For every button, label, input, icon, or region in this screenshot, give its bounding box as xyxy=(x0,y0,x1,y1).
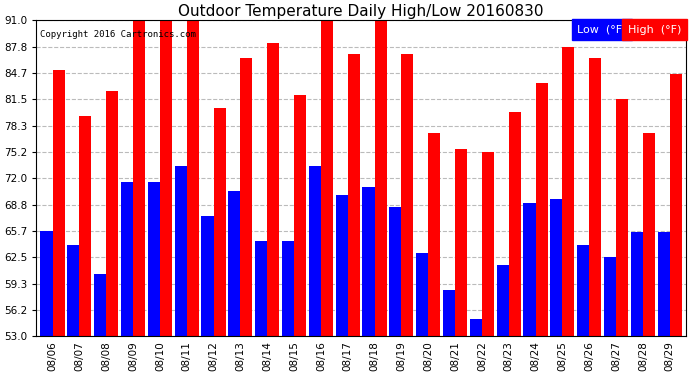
Bar xyxy=(428,132,440,336)
Bar xyxy=(509,112,521,336)
Bar xyxy=(455,149,467,336)
Bar xyxy=(631,232,643,336)
Bar xyxy=(321,20,333,336)
Bar xyxy=(148,182,160,336)
Bar xyxy=(79,116,92,336)
Bar xyxy=(348,54,359,336)
Bar xyxy=(604,257,616,336)
Text: Copyright 2016 Cartronics.com: Copyright 2016 Cartronics.com xyxy=(40,30,195,39)
Bar xyxy=(589,58,601,336)
Bar xyxy=(175,166,187,336)
Bar xyxy=(443,290,455,336)
Bar xyxy=(187,19,199,336)
Bar xyxy=(375,20,386,336)
Legend: Low  (°F), High  (°F): Low (°F), High (°F) xyxy=(575,22,684,37)
Bar xyxy=(335,195,348,336)
Bar xyxy=(497,266,509,336)
Bar xyxy=(201,216,213,336)
Bar xyxy=(267,43,279,336)
Bar xyxy=(616,99,628,336)
Bar xyxy=(213,108,226,336)
Bar xyxy=(551,199,562,336)
Bar xyxy=(416,253,428,336)
Bar xyxy=(389,207,402,336)
Bar xyxy=(255,240,267,336)
Bar xyxy=(577,245,589,336)
Bar xyxy=(562,47,575,336)
Bar xyxy=(535,82,548,336)
Bar xyxy=(121,182,133,336)
Bar xyxy=(294,95,306,336)
Bar xyxy=(309,166,321,336)
Bar xyxy=(106,91,118,336)
Bar xyxy=(240,58,253,336)
Bar xyxy=(41,231,52,336)
Bar xyxy=(402,54,413,336)
Bar xyxy=(524,203,535,336)
Bar xyxy=(470,320,482,336)
Bar xyxy=(133,20,145,336)
Bar xyxy=(228,190,240,336)
Bar xyxy=(282,240,294,336)
Bar xyxy=(52,70,65,336)
Title: Outdoor Temperature Daily High/Low 20160830: Outdoor Temperature Daily High/Low 20160… xyxy=(179,4,544,19)
Bar xyxy=(160,20,172,336)
Bar xyxy=(68,245,79,336)
Bar xyxy=(643,132,655,336)
Bar xyxy=(658,232,670,336)
Bar xyxy=(362,186,375,336)
Bar xyxy=(94,274,106,336)
Bar xyxy=(670,74,682,336)
Bar xyxy=(482,152,494,336)
